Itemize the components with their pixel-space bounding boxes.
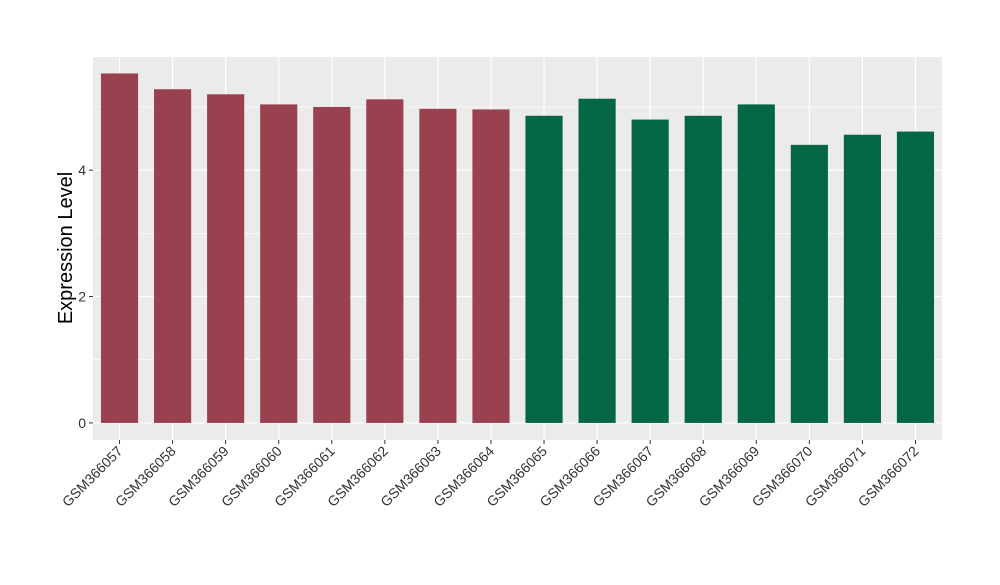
bar-GSM366057 xyxy=(100,73,139,423)
y-axis-label: Expression Level xyxy=(55,172,77,324)
bar-GSM366066 xyxy=(578,98,616,423)
bars xyxy=(100,73,935,423)
bar-GSM366062 xyxy=(366,99,404,423)
y-tick-label: 2 xyxy=(78,289,86,305)
bar-GSM366068 xyxy=(684,115,722,423)
y-axis: 0 2 4 xyxy=(78,162,93,431)
bar-GSM366063 xyxy=(419,108,457,423)
y-tick-label: 4 xyxy=(78,162,86,178)
x-axis: GSM366057GSM366058GSM366059GSM366060GSM3… xyxy=(59,440,922,510)
bar-GSM366065 xyxy=(525,115,563,423)
bar-GSM366058 xyxy=(154,89,192,423)
bar-GSM366072 xyxy=(896,131,935,423)
bar-GSM366067 xyxy=(631,119,669,423)
bar-GSM366070 xyxy=(790,144,828,423)
bar-GSM366064 xyxy=(472,109,510,423)
bar-GSM366059 xyxy=(207,94,245,423)
bar-GSM366069 xyxy=(737,104,775,423)
bar-GSM366071 xyxy=(843,134,881,423)
bar-GSM366061 xyxy=(313,106,351,423)
y-tick-label: 0 xyxy=(78,415,86,431)
bar-GSM366060 xyxy=(260,104,298,423)
